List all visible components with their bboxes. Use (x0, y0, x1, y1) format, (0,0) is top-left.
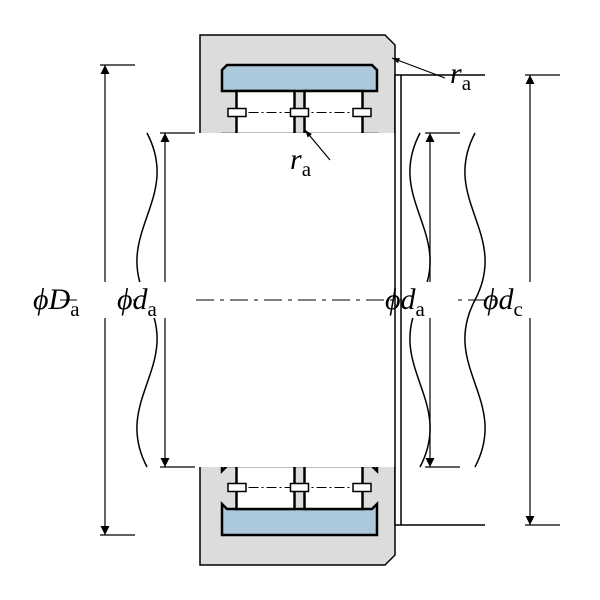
label-ra-outer: ra (450, 57, 471, 96)
cage (353, 109, 371, 117)
label-ra-inner: ra (290, 143, 311, 182)
label-dc: ϕdc (483, 283, 523, 322)
outer-ring (222, 65, 377, 91)
label-Da: ϕDa (33, 283, 80, 322)
cage (353, 484, 371, 492)
cage (291, 484, 309, 492)
label-da-right: ϕda (385, 283, 425, 322)
cage (228, 109, 246, 117)
label-da-left: ϕda (117, 283, 157, 322)
cage (291, 109, 309, 117)
cage (228, 484, 246, 492)
